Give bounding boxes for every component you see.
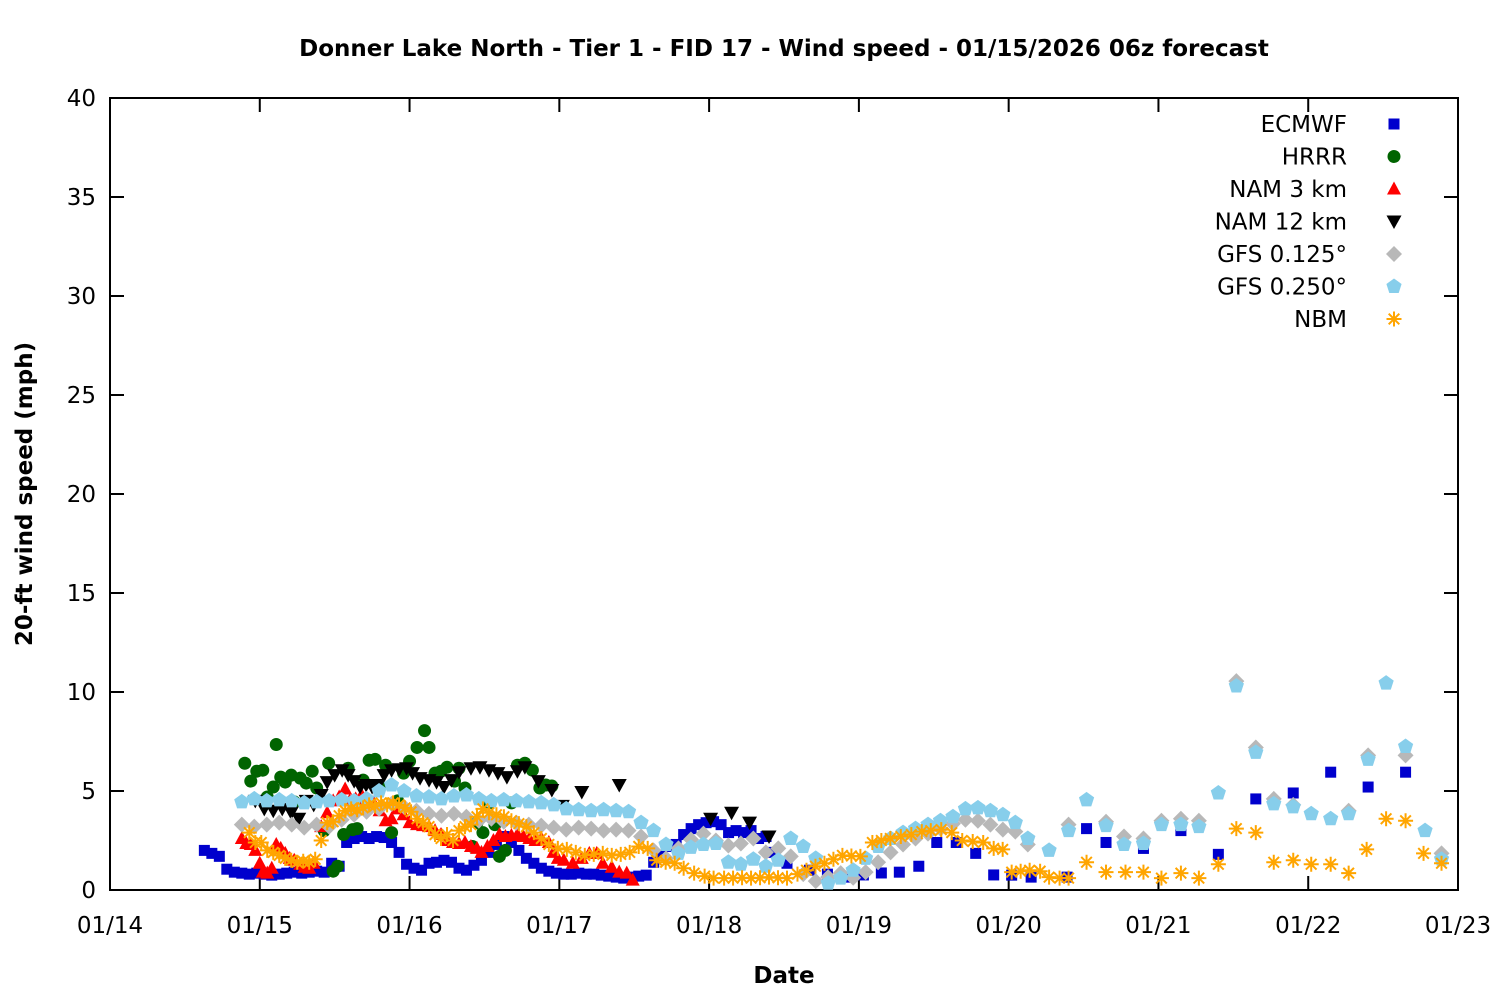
y-tick-label: 25	[67, 383, 96, 409]
x-tick-label: 01/19	[826, 913, 892, 939]
axes: 01/14 01/15 01/16 01/17 01/18 01/19 01/20 01/21…	[67, 86, 1491, 939]
x-axis-title: Date	[753, 963, 814, 989]
y-tick-label: 40	[67, 86, 96, 112]
x-tick-label: 01/22	[1275, 913, 1341, 939]
y-tick-label: 5	[81, 779, 96, 805]
legend-marker-asterisk-icon	[1386, 311, 1402, 327]
legend-marker-square-icon	[1388, 118, 1400, 130]
x-tick-label: 01/21	[1125, 913, 1191, 939]
x-tick-label: 01/17	[526, 913, 592, 939]
legend-marker-triangle-down-icon	[1386, 215, 1402, 229]
y-tick-label: 15	[67, 581, 96, 607]
legend-label: HRRR	[1282, 145, 1347, 171]
legend-marker-triangle-up-icon	[1387, 181, 1401, 195]
legend-entry-nam-12-km: NAM 12 km	[1215, 210, 1402, 236]
legend-label: ECMWF	[1261, 112, 1347, 138]
y-tick-label: 10	[67, 680, 96, 706]
legend-label: GFS 0.250°	[1217, 275, 1347, 301]
y-axis-title: 20-ft wind speed (mph)	[12, 342, 38, 646]
series-nbm	[241, 795, 1450, 886]
y-tick-label: 0	[81, 878, 96, 904]
legend-entry-ecmwf: ECMWF	[1261, 112, 1400, 138]
legend-label: NAM 3 km	[1229, 177, 1347, 203]
x-tick-label: 01/14	[77, 913, 143, 939]
legend: ECMWF HRRR NAM 3 km NAM 12 km GFS 0.125° GFS …	[1215, 112, 1402, 333]
legend-label: GFS 0.125°	[1217, 242, 1347, 268]
legend-entry-gfs-0-250-: GFS 0.250°	[1217, 275, 1402, 301]
data-points	[198, 673, 1450, 890]
legend-entry-gfs-0-125-: GFS 0.125°	[1217, 242, 1402, 268]
x-tick-label: 01/16	[376, 913, 442, 939]
x-tick-label: 01/18	[676, 913, 742, 939]
y-tick-label: 35	[67, 185, 96, 211]
legend-marker-diamond-icon	[1386, 246, 1402, 262]
legend-entry-nam-3-km: NAM 3 km	[1229, 177, 1401, 203]
x-tick-label: 01/15	[227, 913, 293, 939]
y-tick-label: 20	[67, 482, 96, 508]
legend-marker-circle-icon	[1387, 150, 1401, 163]
y-tick-label: 30	[67, 284, 96, 310]
legend-marker-pentagon-icon	[1386, 278, 1402, 293]
x-tick-label: 01/23	[1425, 913, 1491, 939]
legend-entry-hrrr: HRRR	[1282, 145, 1401, 171]
chart-title: Donner Lake North - Tier 1 - FID 17 - Wi…	[299, 36, 1269, 62]
legend-label: NAM 12 km	[1215, 210, 1347, 236]
x-tick-label: 01/20	[976, 913, 1042, 939]
legend-entry-nbm: NBM	[1294, 307, 1402, 333]
legend-label: NBM	[1294, 307, 1347, 333]
